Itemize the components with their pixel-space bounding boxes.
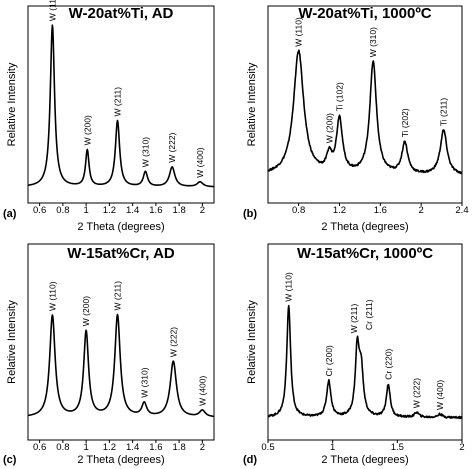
x-axis-label: 2 Theta (degrees)	[77, 454, 164, 466]
x-tick-label: 0.6	[33, 205, 46, 216]
peak-label: Cr (220)	[383, 348, 393, 379]
peak-label: W (211)	[113, 87, 123, 117]
y-axis-label: Relative Intensity	[6, 62, 18, 146]
y-axis-label: Relative Intensity	[6, 300, 18, 384]
x-tick-label: 0.8	[56, 442, 69, 453]
x-tick-label: 2	[459, 442, 464, 453]
x-tick-label: 1.4	[126, 205, 139, 216]
peak-label: W (200)	[81, 296, 91, 326]
peak-label: W (200)	[82, 115, 92, 145]
peak-label: Cr (211)	[364, 299, 374, 330]
peak-label: W (310)	[368, 27, 378, 57]
peak-label: Ti (211)	[439, 98, 449, 127]
peak-label: W (200)	[324, 113, 334, 143]
peak-label: W (400)	[195, 147, 205, 177]
x-tick-label: 2	[419, 205, 424, 216]
peak-label: W (211)	[349, 304, 359, 334]
x-tick-label: 1	[83, 442, 88, 453]
plot-frame	[267, 243, 463, 441]
peak-label: W (110)	[47, 281, 57, 311]
x-tick-label: 1.2	[333, 205, 346, 216]
x-axis-label: 2 Theta (degrees)	[321, 454, 408, 466]
diffraction-curve	[267, 49, 463, 175]
chart-title: W-15at%Cr, AD	[67, 245, 175, 262]
plot-frame	[27, 243, 215, 441]
peak-label: W (110)	[284, 272, 294, 302]
plot-frame	[267, 5, 463, 204]
x-tick-label: 1.8	[173, 205, 186, 216]
x-tick-label: 2	[200, 442, 205, 453]
plot-frame	[27, 5, 215, 204]
peak-label: W (211)	[113, 281, 123, 311]
peak-label: Cr (200)	[324, 345, 334, 376]
chart-panel-4: W-15at%Cr, 1000ºC Relative Intensity 0.5 1 1…	[243, 243, 465, 466]
x-axis-label: 2 Theta (degrees)	[321, 221, 408, 233]
x-tick-label: 1.4	[126, 442, 139, 453]
panel-label: (b)	[243, 208, 257, 220]
peak-label: Ti (102)	[335, 82, 345, 111]
chart-title: W-15at%Cr, 1000ºC	[297, 245, 433, 262]
peak-label: W (222)	[412, 378, 422, 408]
diffraction-curve	[27, 24, 215, 188]
x-tick-label: 1	[330, 442, 335, 453]
x-tick-label: 2.4	[455, 205, 468, 216]
x-tick-label: 0.8	[292, 205, 305, 216]
x-tick-label: 1.2	[103, 442, 116, 453]
x-tick-label: 1.6	[149, 205, 162, 216]
peak-label: Ti (202)	[400, 108, 410, 137]
diffraction-curve	[267, 304, 463, 420]
x-tick-label: 0.5	[261, 442, 274, 453]
peak-label: W (110)	[294, 17, 304, 47]
chart-panel-1: W-20at%Ti, AD Relative Intensity 0.6 0.8 1 1.…	[3, 0, 215, 233]
peak-label: W (400)	[197, 376, 207, 406]
x-tick-label: 1.8	[173, 442, 186, 453]
x-tick-label: 1.5	[391, 442, 404, 453]
diffraction-curve	[27, 313, 215, 418]
x-tick-label: 0.8	[56, 205, 69, 216]
peak-label: W (222)	[168, 327, 178, 357]
y-axis-label: Relative Intensity	[246, 300, 258, 384]
panel-label: (d)	[243, 454, 257, 466]
x-tick-label: 1.6	[374, 205, 387, 216]
chart-panel-3: W-15at%Cr, AD Relative Intensity 0.6 0.8 1 1.…	[3, 243, 215, 466]
y-axis-label: Relative Intensity	[246, 62, 258, 146]
peak-label: W (222)	[167, 132, 177, 162]
panel-label: (c)	[3, 454, 17, 466]
chart-panel-2: W-20at%Ti, 1000ºC Relative Intensity 0.8 1.…	[243, 5, 469, 233]
x-tick-label: 0.6	[33, 442, 46, 453]
peak-label: W (310)	[139, 367, 149, 397]
x-axis-label: 2 Theta (degrees)	[77, 221, 164, 233]
x-tick-label: 1.6	[149, 442, 162, 453]
peak-label: W (400)	[435, 380, 445, 410]
peak-label: W (110)	[47, 0, 57, 21]
x-tick-label: 1.2	[103, 205, 116, 216]
chart-title: W-20at%Ti, AD	[69, 5, 174, 22]
panel-label: (a)	[3, 208, 17, 220]
peak-label: W (310)	[140, 137, 150, 167]
x-tick-label: 2	[200, 205, 205, 216]
x-tick-label: 1	[83, 205, 88, 216]
chart-title: W-20at%Ti, 1000ºC	[298, 5, 431, 22]
